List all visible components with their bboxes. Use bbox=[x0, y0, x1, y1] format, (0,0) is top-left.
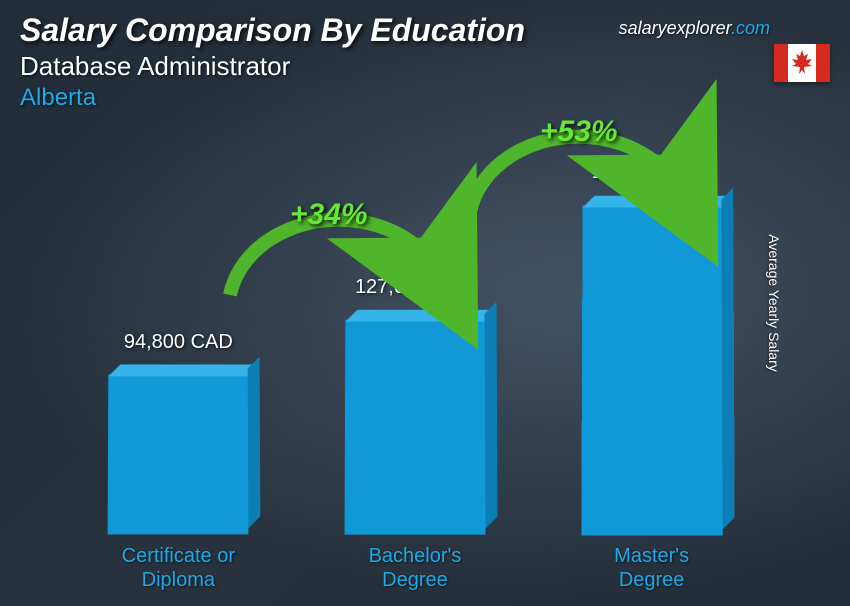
bar-category-label: Certificate orDiploma bbox=[122, 544, 235, 592]
bar-front-face bbox=[108, 374, 249, 534]
arc-arrow-icon bbox=[210, 165, 470, 325]
bar-side-face bbox=[248, 357, 261, 529]
brand-name: salaryexplorer bbox=[619, 18, 731, 38]
increase-percent-label: +34% bbox=[290, 198, 368, 232]
location-label: Alberta bbox=[20, 84, 830, 112]
bar bbox=[108, 362, 249, 534]
increase-percent-label: +53% bbox=[540, 115, 618, 149]
bar-group: 94,800 CAD Certificate orDiploma bbox=[78, 331, 278, 606]
increase-arc bbox=[210, 165, 470, 330]
bar bbox=[345, 308, 486, 535]
bar-value-label: 94,800 CAD bbox=[124, 331, 233, 354]
bar-front-face bbox=[581, 206, 722, 536]
bar-top-face bbox=[109, 364, 260, 376]
brand-suffix: .com bbox=[731, 18, 770, 38]
canada-flag-icon bbox=[774, 44, 830, 82]
bar-front-face bbox=[345, 320, 486, 535]
brand-logo: salaryexplorer.com bbox=[619, 18, 770, 39]
bar-side-face bbox=[485, 302, 498, 529]
yaxis-label: Average Yearly Salary bbox=[765, 234, 781, 372]
bar-category-label: Master'sDegree bbox=[614, 544, 689, 592]
job-title: Database Administrator bbox=[20, 51, 830, 82]
bar-category-label: Bachelor'sDegree bbox=[369, 544, 462, 592]
bar-side-face bbox=[721, 188, 734, 530]
